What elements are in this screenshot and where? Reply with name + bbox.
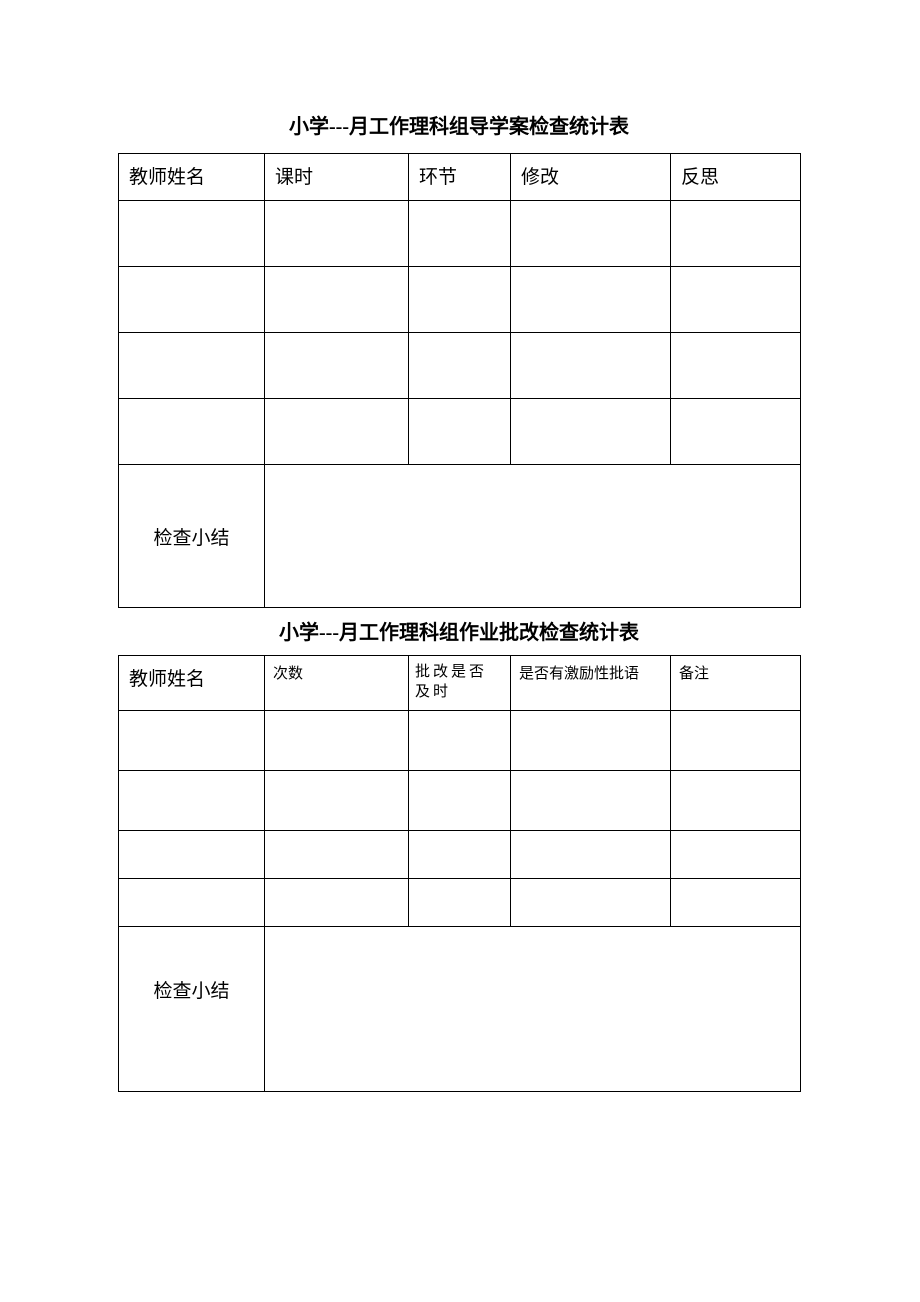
table2-title: 小学---月工作理科组作业批改检查统计表 — [118, 616, 800, 645]
table2-cell — [119, 771, 265, 831]
table1-col-hours: 课时 — [265, 154, 409, 201]
table2-cell — [409, 771, 511, 831]
table1-cell — [671, 267, 801, 333]
table2-cell — [265, 711, 409, 771]
table1-summary-label: 检查小结 — [119, 465, 265, 608]
table1-summary-row: 检查小结 — [119, 465, 801, 608]
table2-col-remark: 备注 — [671, 656, 801, 711]
table1-col-teacher: 教师姓名 — [119, 154, 265, 201]
table1-cell — [671, 399, 801, 465]
table2: 教师姓名 次数 批改是否及时 是否有激励性批语 备注 检查小结 — [118, 655, 801, 1092]
table1-cell — [119, 399, 265, 465]
table1-cell — [511, 267, 671, 333]
table2-col-teacher: 教师姓名 — [119, 656, 265, 711]
table1-cell — [409, 201, 511, 267]
table2-col-encourage: 是否有激励性批语 — [511, 656, 671, 711]
table2-cell — [119, 831, 265, 879]
table2-cell — [671, 831, 801, 879]
table2-cell — [511, 879, 671, 927]
table1-cell — [511, 399, 671, 465]
table2-header-row: 教师姓名 次数 批改是否及时 是否有激励性批语 备注 — [119, 656, 801, 711]
table2-cell — [265, 879, 409, 927]
table1-cell — [119, 333, 265, 399]
table-row — [119, 831, 801, 879]
table2-cell — [671, 711, 801, 771]
table1-cell — [409, 267, 511, 333]
table-row — [119, 201, 801, 267]
table1-col-reflect: 反思 — [671, 154, 801, 201]
table1-cell — [409, 333, 511, 399]
table1-header-row: 教师姓名 课时 环节 修改 反思 — [119, 154, 801, 201]
table2-summary-label: 检查小结 — [119, 927, 265, 1092]
table1-summary-value — [265, 465, 801, 608]
table2-cell — [671, 771, 801, 831]
table1: 教师姓名 课时 环节 修改 反思 检查小结 — [118, 153, 801, 608]
table-row — [119, 399, 801, 465]
table-row — [119, 333, 801, 399]
table1-cell — [409, 399, 511, 465]
table2-col-count: 次数 — [265, 656, 409, 711]
table1-title: 小学---月工作理科组导学案检查统计表 — [118, 110, 800, 139]
table1-cell — [119, 267, 265, 333]
table1-cell — [265, 399, 409, 465]
table2-cell — [409, 831, 511, 879]
table1-cell — [511, 333, 671, 399]
table2-cell — [119, 711, 265, 771]
table1-cell — [265, 267, 409, 333]
table2-summary-value — [265, 927, 801, 1092]
table2-cell — [511, 831, 671, 879]
table1-col-modify: 修改 — [511, 154, 671, 201]
table2-summary-row: 检查小结 — [119, 927, 801, 1092]
table2-cell — [409, 711, 511, 771]
table2-cell — [511, 711, 671, 771]
table2-cell — [265, 831, 409, 879]
table1-cell — [119, 201, 265, 267]
table1-cell — [511, 201, 671, 267]
table2-cell — [265, 771, 409, 831]
table2-cell — [119, 879, 265, 927]
table2-cell — [409, 879, 511, 927]
table2-cell — [511, 771, 671, 831]
table-row — [119, 879, 801, 927]
table2-cell — [671, 879, 801, 927]
table1-cell — [265, 201, 409, 267]
table-row — [119, 771, 801, 831]
table-row — [119, 711, 801, 771]
table1-cell — [265, 333, 409, 399]
table1-col-step: 环节 — [409, 154, 511, 201]
table1-cell — [671, 333, 801, 399]
table-row — [119, 267, 801, 333]
table1-cell — [671, 201, 801, 267]
table2-col-timely: 批改是否及时 — [409, 656, 511, 711]
